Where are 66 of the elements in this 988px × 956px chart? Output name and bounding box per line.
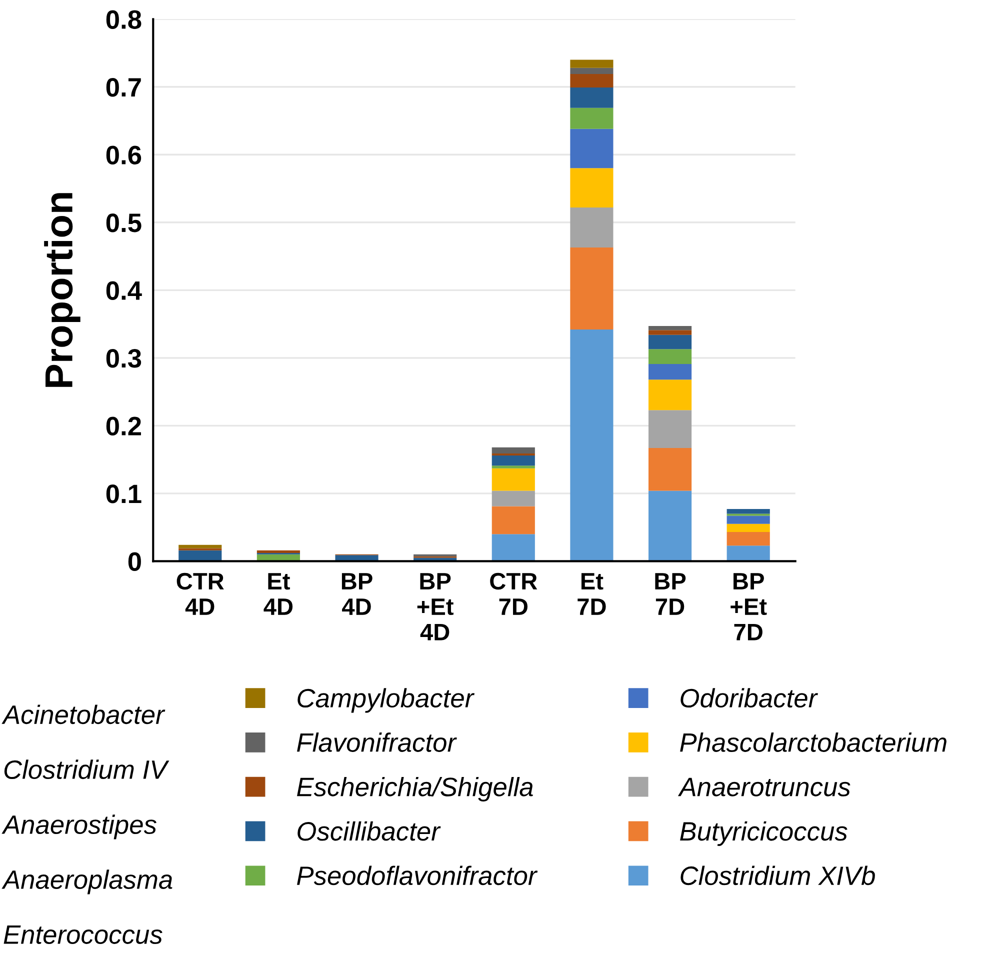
text: Acinetobacter xyxy=(2,704,166,724)
bar xyxy=(726,509,770,514)
bar xyxy=(648,490,692,562)
bar xyxy=(648,326,692,330)
bar xyxy=(570,108,614,129)
bar xyxy=(648,380,692,410)
x-tick-label: Et 7D xyxy=(578,573,606,615)
bar xyxy=(492,455,535,466)
x-tick-label: Et 4D xyxy=(264,573,293,615)
y-tick-label: 0.4 xyxy=(106,281,142,300)
legend-label: Butyricicoccus xyxy=(680,821,848,846)
x-tick-label: CTR 4D xyxy=(176,572,224,615)
x-tick-label: BP 7D xyxy=(655,573,686,615)
text: Enterococcus xyxy=(4,926,162,944)
y-axis-title: Proportion xyxy=(44,193,80,387)
bar xyxy=(570,60,614,68)
bar xyxy=(492,466,535,468)
bar xyxy=(570,168,614,208)
x-tick-label: BP 4D xyxy=(342,573,372,615)
y-tick-label: 0.5 xyxy=(106,214,142,232)
legend-label: Oscillibacter xyxy=(298,821,441,841)
y-tick-label: 0.3 xyxy=(106,349,142,368)
legend-label: Escherichia/Shigella xyxy=(297,776,533,802)
bar xyxy=(570,88,614,108)
bar xyxy=(726,516,770,524)
bar xyxy=(492,447,535,454)
bar xyxy=(726,546,770,562)
bar xyxy=(178,544,222,548)
bar xyxy=(570,247,614,330)
legend-label: Phascolarctobacterium xyxy=(680,732,946,752)
y-tick-label: 0.6 xyxy=(106,146,142,164)
legend-label: Campylobacter xyxy=(298,688,475,713)
bar xyxy=(492,468,535,491)
x-tick-label: BP +Et 7D xyxy=(730,573,767,640)
y-tick-label: 0.7 xyxy=(106,78,141,97)
bar xyxy=(570,329,614,562)
y-tick-label: 0.1 xyxy=(106,484,142,504)
bar xyxy=(726,532,770,546)
legend-label: Flavonifractor xyxy=(297,732,457,752)
bar xyxy=(648,330,692,335)
bar xyxy=(570,128,614,168)
text: Anaeroplasma xyxy=(2,870,172,894)
bar xyxy=(570,207,614,248)
bar xyxy=(570,74,614,88)
bar xyxy=(648,448,692,491)
bar xyxy=(492,534,535,562)
bar xyxy=(570,68,614,74)
y-tick-label: 0 xyxy=(128,552,141,571)
x-tick-label: CTR 7D xyxy=(490,572,538,615)
legend-label: Pseodoflavonifractor xyxy=(297,866,538,886)
bar xyxy=(648,410,692,448)
bar xyxy=(492,506,535,534)
legend-label: Anaerotruncus xyxy=(678,778,850,796)
bar xyxy=(726,524,770,532)
bar xyxy=(256,550,300,554)
y-tick-label: 0.8 xyxy=(106,10,142,29)
legend-label: Odoribacter xyxy=(680,688,818,708)
x-tick-label: BP +Et 4D xyxy=(417,573,454,640)
bar xyxy=(648,349,692,364)
y-tick-label: 0.2 xyxy=(106,416,141,436)
text: Anaerostipes xyxy=(2,814,156,840)
text: Clostridium IV xyxy=(4,760,170,780)
bar xyxy=(492,490,535,506)
legend-label: Clostridium XIVb xyxy=(680,866,875,886)
bar xyxy=(648,334,692,350)
bar xyxy=(648,364,692,380)
